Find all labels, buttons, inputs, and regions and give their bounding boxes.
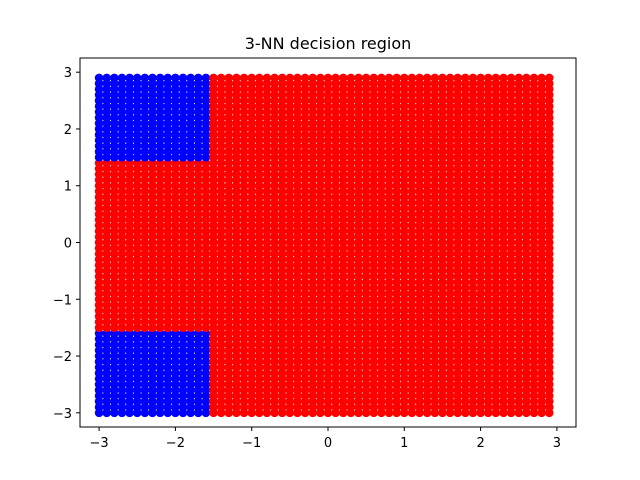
data-point <box>491 73 501 83</box>
data-point <box>125 73 134 83</box>
data-point <box>270 73 279 83</box>
data-point <box>140 73 150 83</box>
data-point <box>232 73 241 83</box>
data-point <box>186 73 195 83</box>
data-point <box>468 73 478 83</box>
chart-title: 3-NN decision region <box>245 34 412 53</box>
data-point <box>255 73 264 83</box>
data-point <box>110 73 119 83</box>
data-point <box>316 73 325 83</box>
y-tick-label: 3 <box>64 66 72 81</box>
data-point <box>171 73 180 83</box>
y-axis: −3 −2 −1 0 1 2 3 <box>53 66 80 422</box>
y-tick-label: −3 <box>53 407 72 422</box>
data-point <box>499 73 508 83</box>
data-point <box>300 73 310 83</box>
data-points <box>94 73 554 418</box>
data-point <box>529 73 539 83</box>
data-point <box>415 73 424 83</box>
y-tick-label: −1 <box>53 293 72 308</box>
x-tick-label: −2 <box>166 436 185 451</box>
data-point <box>132 73 142 83</box>
data-point <box>407 73 417 83</box>
data-point <box>354 73 363 83</box>
data-point <box>400 73 409 83</box>
data-point <box>537 73 546 83</box>
data-point <box>430 73 440 83</box>
y-tick-label: 1 <box>64 180 72 195</box>
data-point <box>392 73 401 83</box>
data-point <box>361 73 371 83</box>
y-tick-label: 0 <box>64 237 72 252</box>
x-tick-label: 0 <box>324 436 332 451</box>
data-point <box>476 73 485 83</box>
data-point <box>377 73 386 83</box>
data-point <box>178 73 188 83</box>
data-point <box>323 73 333 83</box>
data-point <box>331 73 340 83</box>
data-point <box>514 73 524 83</box>
x-tick-label: −3 <box>89 436 108 451</box>
data-point <box>293 73 302 83</box>
data-point <box>193 73 203 83</box>
data-point <box>346 73 356 83</box>
data-point <box>445 73 455 83</box>
data-point <box>384 73 394 83</box>
data-point <box>148 73 157 83</box>
data-point <box>461 73 470 83</box>
y-tick-label: −2 <box>53 350 72 365</box>
data-point <box>155 73 165 83</box>
data-point <box>338 73 348 83</box>
x-tick-label: 3 <box>553 436 561 451</box>
x-axis: −3 −2 −1 0 1 2 3 <box>89 427 561 451</box>
data-point <box>544 73 554 83</box>
data-point <box>216 73 226 83</box>
data-point <box>163 73 173 83</box>
data-point <box>453 73 463 83</box>
data-point <box>308 73 318 83</box>
x-tick-label: 2 <box>476 436 484 451</box>
data-point <box>438 73 447 83</box>
data-point <box>102 73 112 83</box>
x-tick-label: −1 <box>242 436 261 451</box>
data-point <box>224 73 234 83</box>
data-point <box>201 73 211 83</box>
data-point <box>117 73 127 83</box>
y-tick-label: 2 <box>64 123 72 138</box>
data-point <box>239 73 249 83</box>
data-point <box>285 73 295 83</box>
data-point <box>247 73 256 83</box>
data-point <box>522 73 531 83</box>
data-point <box>277 73 287 83</box>
data-point <box>422 73 432 83</box>
data-point <box>369 73 379 83</box>
data-point <box>483 73 493 83</box>
data-point <box>506 73 516 83</box>
data-point <box>94 73 104 83</box>
data-point <box>262 73 272 83</box>
x-tick-label: 1 <box>400 436 408 451</box>
data-point <box>209 73 218 83</box>
